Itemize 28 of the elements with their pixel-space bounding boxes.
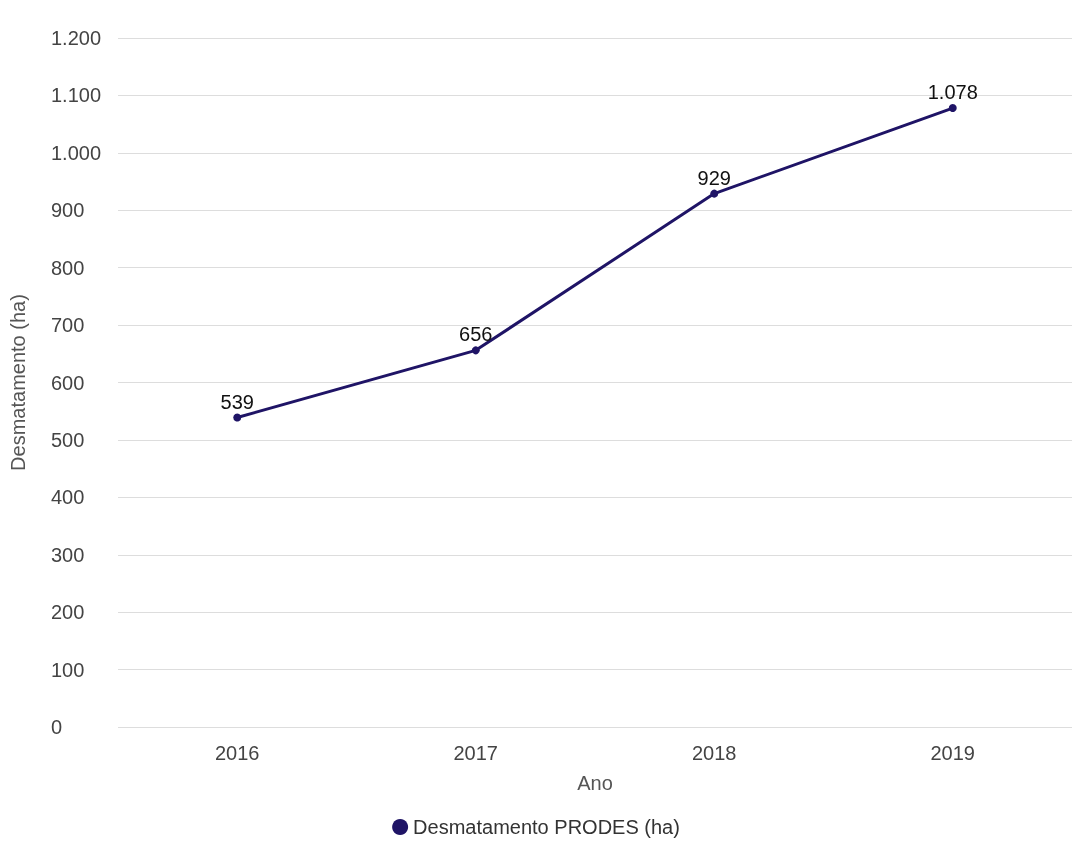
data-label: 656	[459, 323, 493, 346]
y-tick-label: 200	[51, 601, 85, 624]
data-label: 539	[220, 390, 254, 413]
x-tick-label: 2017	[453, 742, 498, 764]
y-tick-label: 900	[51, 199, 85, 222]
y-tick-label: 500	[51, 428, 85, 451]
y-tick-label: 1.200	[51, 27, 102, 49]
y-axis-title: Desmatamento (ha)	[7, 294, 29, 471]
x-tick-label: 2016	[215, 742, 260, 764]
y-tick-label: 0	[51, 716, 63, 738]
data-label: 1.078	[927, 81, 978, 104]
y-tick-label: 700	[51, 314, 85, 337]
x-tick-label: 2018	[692, 742, 737, 764]
y-tick-label: 100	[51, 658, 85, 681]
y-tick-label: 1.100	[51, 84, 102, 107]
y-tick-label: 400	[51, 486, 85, 509]
x-tick-label: 2019	[930, 742, 975, 764]
point	[710, 189, 719, 198]
y-tick-label: 600	[51, 371, 85, 394]
point	[233, 413, 242, 422]
legend-label: Desmatamento PRODES (ha)	[413, 816, 680, 838]
y-tick-label: 300	[51, 543, 85, 566]
data-label: 929	[697, 166, 731, 189]
x-axis-title: Ano	[577, 772, 613, 794]
y-tick-label: 800	[51, 256, 85, 279]
point	[471, 346, 480, 355]
y-tick-label: 1.000	[51, 141, 102, 164]
point	[948, 104, 957, 113]
